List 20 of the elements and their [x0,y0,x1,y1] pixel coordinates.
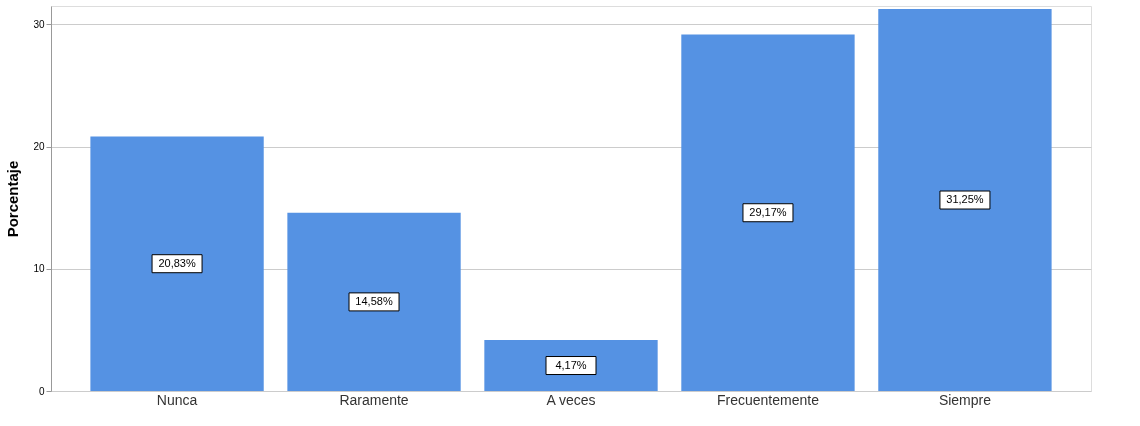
y-tick-label: 20 [33,141,45,153]
x-tick-label: Nunca [156,391,198,408]
bar [287,212,461,391]
data-label: 29,17% [749,205,787,218]
y-axis-title: Porcentaje [4,160,22,238]
bar [484,340,658,391]
data-label: 14,58% [355,294,393,307]
bar [90,136,264,391]
data-label: 31,25% [946,193,984,206]
y-tick-label: 10 [33,263,45,275]
y-tick-label: 30 [33,18,45,30]
data-label: 20,83% [158,256,196,269]
x-tick-label: A veces [546,391,596,408]
y-tick-label: 0 [38,385,45,397]
x-tick-label: Frecuentemente [716,391,820,408]
bar [681,34,855,391]
data-label: 4,17% [555,358,587,371]
x-tick-label: Raramente [339,391,409,408]
bar [878,9,1052,391]
x-tick-label: Siempre [938,391,992,408]
